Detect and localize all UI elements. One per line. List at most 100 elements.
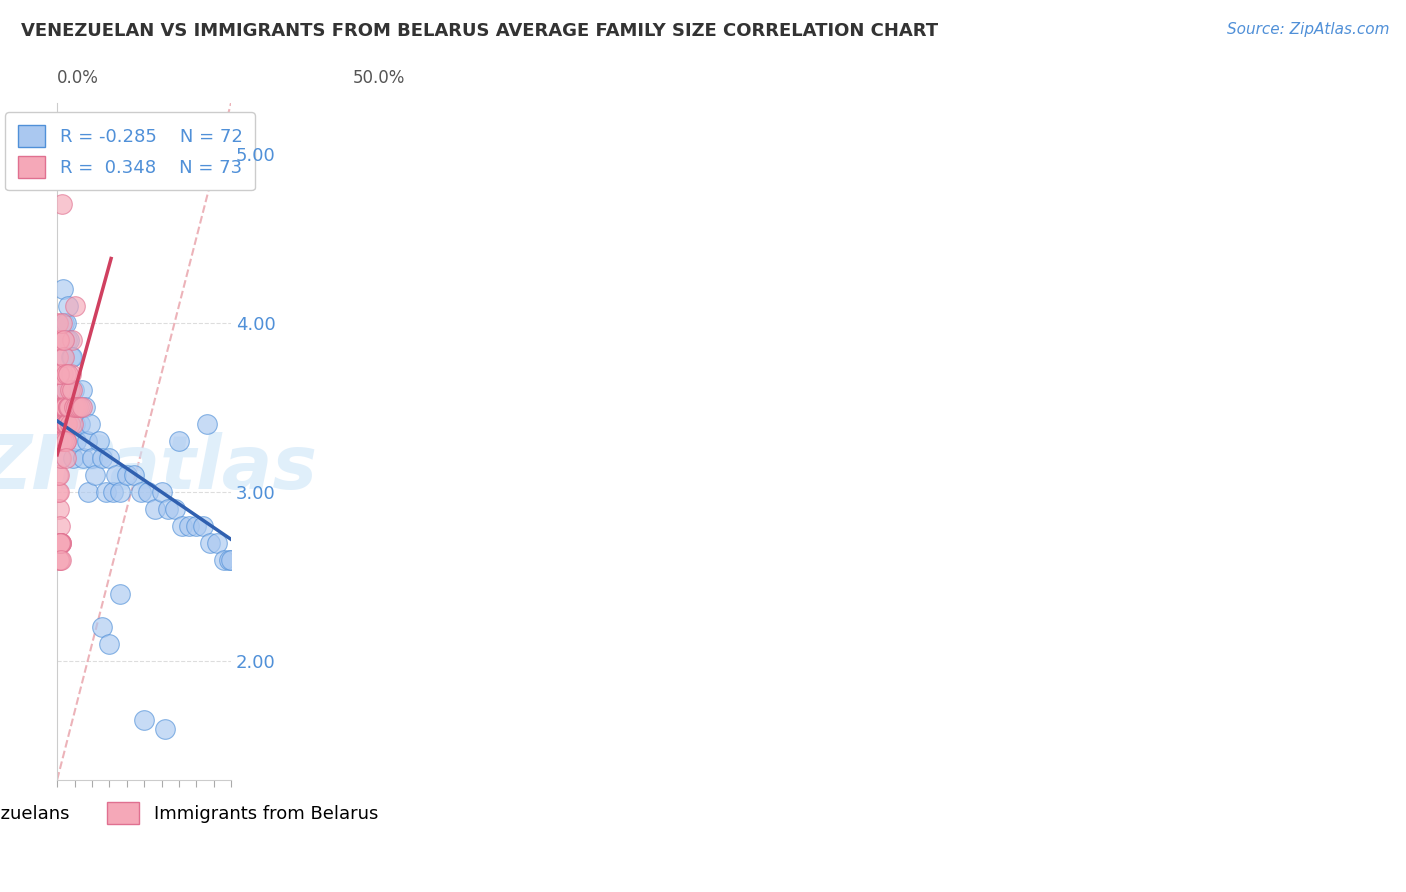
Point — [49, 401, 72, 415]
Point — [52, 367, 75, 381]
Point — [65, 434, 87, 449]
Point — [62, 417, 84, 432]
Point — [53, 417, 76, 432]
Point — [63, 401, 86, 415]
Point — [60, 350, 83, 364]
Point — [72, 451, 94, 466]
Point — [48, 417, 70, 432]
Legend: Venezuelans, Immigrants from Belarus: Venezuelans, Immigrants from Belarus — [0, 795, 385, 831]
Point — [56, 384, 79, 398]
Point — [56, 333, 79, 347]
Point — [205, 535, 228, 549]
Point — [48, 417, 70, 432]
Point — [63, 417, 86, 432]
Point — [69, 417, 91, 432]
Point — [186, 518, 208, 533]
Point — [53, 333, 76, 347]
Text: Source: ZipAtlas.com: Source: ZipAtlas.com — [1226, 22, 1389, 37]
Point — [198, 535, 221, 549]
Point — [77, 485, 100, 500]
Point — [46, 333, 69, 347]
Point — [56, 401, 79, 415]
Point — [49, 417, 72, 432]
Point — [60, 333, 83, 347]
Point — [48, 401, 70, 415]
Point — [132, 714, 155, 728]
Point — [46, 434, 69, 449]
Point — [69, 401, 91, 415]
Point — [193, 518, 215, 533]
Text: VENEZUELAN VS IMMIGRANTS FROM BELARUS AVERAGE FAMILY SIZE CORRELATION CHART: VENEZUELAN VS IMMIGRANTS FROM BELARUS AV… — [21, 22, 938, 40]
Point — [55, 434, 77, 449]
Point — [55, 316, 77, 330]
Point — [49, 451, 72, 466]
Point — [48, 434, 70, 449]
Point — [49, 417, 72, 432]
Point — [48, 502, 70, 516]
Point — [48, 468, 70, 483]
Point — [46, 434, 69, 449]
Point — [48, 485, 70, 500]
Point — [108, 586, 131, 600]
Point — [46, 434, 69, 449]
Point — [48, 401, 70, 415]
Point — [59, 401, 82, 415]
Point — [63, 384, 86, 398]
Point — [79, 417, 101, 432]
Point — [49, 434, 72, 449]
Text: 0.0%: 0.0% — [58, 69, 98, 87]
Point — [62, 384, 84, 398]
Point — [55, 434, 77, 449]
Point — [67, 401, 90, 415]
Point — [46, 417, 69, 432]
Point — [49, 401, 72, 415]
Point — [105, 468, 128, 483]
Point — [49, 552, 72, 566]
Point — [62, 451, 84, 466]
Point — [129, 485, 152, 500]
Point — [52, 401, 75, 415]
Point — [51, 384, 73, 398]
Point — [51, 417, 73, 432]
Point — [53, 417, 76, 432]
Point — [179, 518, 201, 533]
Point — [58, 401, 80, 415]
Point — [58, 401, 80, 415]
Point — [49, 384, 72, 398]
Point — [59, 384, 82, 398]
Point — [48, 367, 70, 381]
Point — [153, 722, 176, 736]
Point — [94, 485, 117, 500]
Point — [84, 468, 107, 483]
Point — [165, 502, 187, 516]
Point — [150, 485, 173, 500]
Point — [53, 316, 76, 330]
Point — [67, 401, 90, 415]
Point — [76, 434, 98, 449]
Point — [53, 384, 76, 398]
Point — [167, 434, 190, 449]
Point — [49, 535, 72, 549]
Point — [51, 434, 73, 449]
Point — [51, 417, 73, 432]
Point — [48, 367, 70, 381]
Point — [51, 434, 73, 449]
Point — [51, 197, 73, 211]
Point — [48, 401, 70, 415]
Point — [58, 333, 80, 347]
Point — [51, 535, 73, 549]
Point — [87, 434, 110, 449]
Text: 50.0%: 50.0% — [353, 69, 405, 87]
Point — [48, 333, 70, 347]
Point — [51, 417, 73, 432]
Point — [65, 401, 87, 415]
Point — [212, 552, 235, 566]
Point — [80, 451, 103, 466]
Point — [52, 401, 75, 415]
Point — [48, 333, 70, 347]
Point — [195, 417, 218, 432]
Point — [51, 535, 73, 549]
Point — [101, 485, 124, 500]
Point — [46, 350, 69, 364]
Point — [55, 417, 77, 432]
